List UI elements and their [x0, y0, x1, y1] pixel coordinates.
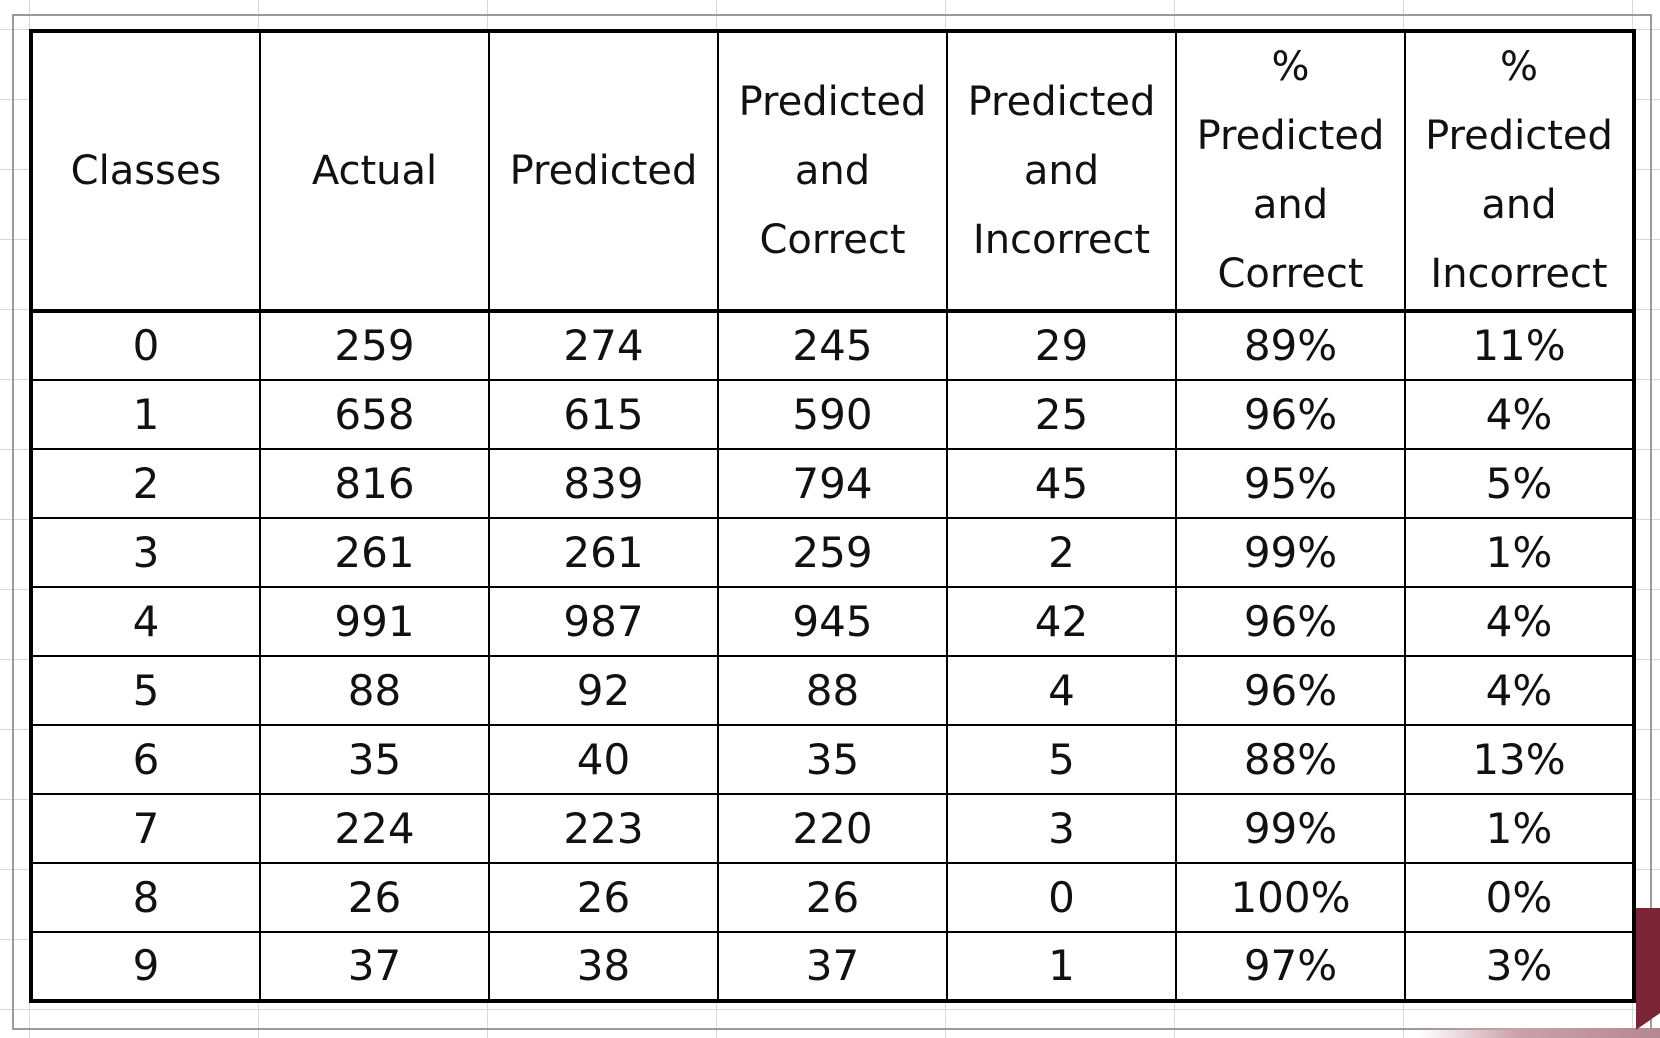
cell-predicted-correct[interactable]: 35: [717, 724, 948, 795]
cell-predicted-incorrect[interactable]: 4: [946, 655, 1177, 726]
cell-pct-correct[interactable]: 96%: [1175, 379, 1406, 450]
cell-pct-correct[interactable]: 96%: [1175, 655, 1406, 726]
cell-predicted[interactable]: 26: [488, 862, 719, 933]
table-row: 1 658 615 590 25 96% 4%: [30, 379, 1635, 450]
cell-class[interactable]: 9: [30, 931, 261, 1002]
cell-pct-correct[interactable]: 95%: [1175, 448, 1406, 519]
cell-predicted-incorrect[interactable]: 42: [946, 586, 1177, 657]
table-row: 3 261 261 259 2 99% 1%: [30, 517, 1635, 588]
cell-actual[interactable]: 224: [259, 793, 490, 864]
cell-predicted[interactable]: 92: [488, 655, 719, 726]
cell-pct-correct[interactable]: 88%: [1175, 724, 1406, 795]
header-pct-predicted-incorrect[interactable]: % Predicted and Incorrect: [1404, 30, 1635, 313]
cell-predicted-correct[interactable]: 88: [717, 655, 948, 726]
cell-predicted[interactable]: 274: [488, 310, 719, 381]
cell-predicted-incorrect[interactable]: 1: [946, 931, 1177, 1002]
table-row: 7 224 223 220 3 99% 1%: [30, 793, 1635, 864]
cell-class[interactable]: 8: [30, 862, 261, 933]
cell-actual[interactable]: 88: [259, 655, 490, 726]
results-table: Classes Actual Predicted Predicted and C…: [29, 29, 1636, 1003]
cell-actual[interactable]: 261: [259, 517, 490, 588]
table-row: 2 816 839 794 45 95% 5%: [30, 448, 1635, 519]
table-row: 9 37 38 37 1 97% 3%: [30, 931, 1635, 1002]
corner-decoration: [1600, 908, 1660, 1038]
cell-predicted[interactable]: 38: [488, 931, 719, 1002]
cell-class[interactable]: 5: [30, 655, 261, 726]
cell-predicted[interactable]: 839: [488, 448, 719, 519]
cell-class[interactable]: 7: [30, 793, 261, 864]
cell-predicted-incorrect[interactable]: 3: [946, 793, 1177, 864]
cell-predicted-incorrect[interactable]: 29: [946, 310, 1177, 381]
header-row: Classes Actual Predicted Predicted and C…: [30, 30, 1635, 313]
header-predicted-correct[interactable]: Predicted and Correct: [717, 30, 948, 313]
cell-predicted-correct[interactable]: 259: [717, 517, 948, 588]
cell-pct-incorrect[interactable]: 4%: [1404, 586, 1635, 657]
header-predicted-incorrect[interactable]: Predicted and Incorrect: [946, 30, 1177, 313]
cell-class[interactable]: 4: [30, 586, 261, 657]
cell-pct-incorrect[interactable]: 4%: [1404, 379, 1635, 450]
table-row: 0 259 274 245 29 89% 11%: [30, 310, 1635, 381]
cell-actual[interactable]: 37: [259, 931, 490, 1002]
cell-pct-correct[interactable]: 99%: [1175, 793, 1406, 864]
cell-class[interactable]: 2: [30, 448, 261, 519]
table-row: 6 35 40 35 5 88% 13%: [30, 724, 1635, 795]
cell-predicted-correct[interactable]: 590: [717, 379, 948, 450]
cell-pct-correct[interactable]: 97%: [1175, 931, 1406, 1002]
cell-pct-correct[interactable]: 96%: [1175, 586, 1406, 657]
cell-pct-incorrect[interactable]: 5%: [1404, 448, 1635, 519]
header-pct-predicted-correct[interactable]: % Predicted and Correct: [1175, 30, 1406, 313]
cell-pct-incorrect[interactable]: 11%: [1404, 310, 1635, 381]
cell-predicted[interactable]: 261: [488, 517, 719, 588]
corner-decoration-bar: [1636, 908, 1660, 1030]
cell-actual[interactable]: 991: [259, 586, 490, 657]
table-row: 8 26 26 26 0 100% 0%: [30, 862, 1635, 933]
cell-class[interactable]: 3: [30, 517, 261, 588]
header-predicted[interactable]: Predicted: [488, 30, 719, 313]
cell-predicted-correct[interactable]: 26: [717, 862, 948, 933]
header-classes[interactable]: Classes: [30, 30, 261, 313]
cell-predicted-incorrect[interactable]: 2: [946, 517, 1177, 588]
cell-predicted-correct[interactable]: 245: [717, 310, 948, 381]
cell-class[interactable]: 0: [30, 310, 261, 381]
table-row: 4 991 987 945 42 96% 4%: [30, 586, 1635, 657]
cell-predicted[interactable]: 223: [488, 793, 719, 864]
table-body: 0 259 274 245 29 89% 11% 1 658 615 590 25 96% 4% 2 816 8…: [30, 310, 1635, 1002]
cell-class[interactable]: 1: [30, 379, 261, 450]
cell-pct-incorrect[interactable]: 13%: [1404, 724, 1635, 795]
cell-pct-incorrect[interactable]: 0%: [1404, 862, 1635, 933]
cell-pct-incorrect[interactable]: 3%: [1404, 931, 1635, 1002]
cell-actual[interactable]: 658: [259, 379, 490, 450]
table-row: 5 88 92 88 4 96% 4%: [30, 655, 1635, 726]
cell-class[interactable]: 6: [30, 724, 261, 795]
cell-predicted-incorrect[interactable]: 5: [946, 724, 1177, 795]
corner-decoration-strip: [1420, 1028, 1660, 1038]
cell-predicted[interactable]: 615: [488, 379, 719, 450]
cell-pct-incorrect[interactable]: 1%: [1404, 517, 1635, 588]
cell-pct-incorrect[interactable]: 4%: [1404, 655, 1635, 726]
cell-actual[interactable]: 259: [259, 310, 490, 381]
cell-actual[interactable]: 26: [259, 862, 490, 933]
cell-actual[interactable]: 816: [259, 448, 490, 519]
cell-predicted-correct[interactable]: 220: [717, 793, 948, 864]
cell-predicted-correct[interactable]: 945: [717, 586, 948, 657]
cell-predicted-incorrect[interactable]: 25: [946, 379, 1177, 450]
cell-predicted[interactable]: 987: [488, 586, 719, 657]
cell-pct-correct[interactable]: 99%: [1175, 517, 1406, 588]
cell-predicted-correct[interactable]: 794: [717, 448, 948, 519]
cell-predicted[interactable]: 40: [488, 724, 719, 795]
cell-predicted-incorrect[interactable]: 0: [946, 862, 1177, 933]
header-actual[interactable]: Actual: [259, 30, 490, 313]
sheet-frame: [12, 14, 1652, 1030]
cell-pct-correct[interactable]: 100%: [1175, 862, 1406, 933]
cell-pct-incorrect[interactable]: 1%: [1404, 793, 1635, 864]
cell-predicted-incorrect[interactable]: 45: [946, 448, 1177, 519]
cell-pct-correct[interactable]: 89%: [1175, 310, 1406, 381]
cell-predicted-correct[interactable]: 37: [717, 931, 948, 1002]
cell-actual[interactable]: 35: [259, 724, 490, 795]
